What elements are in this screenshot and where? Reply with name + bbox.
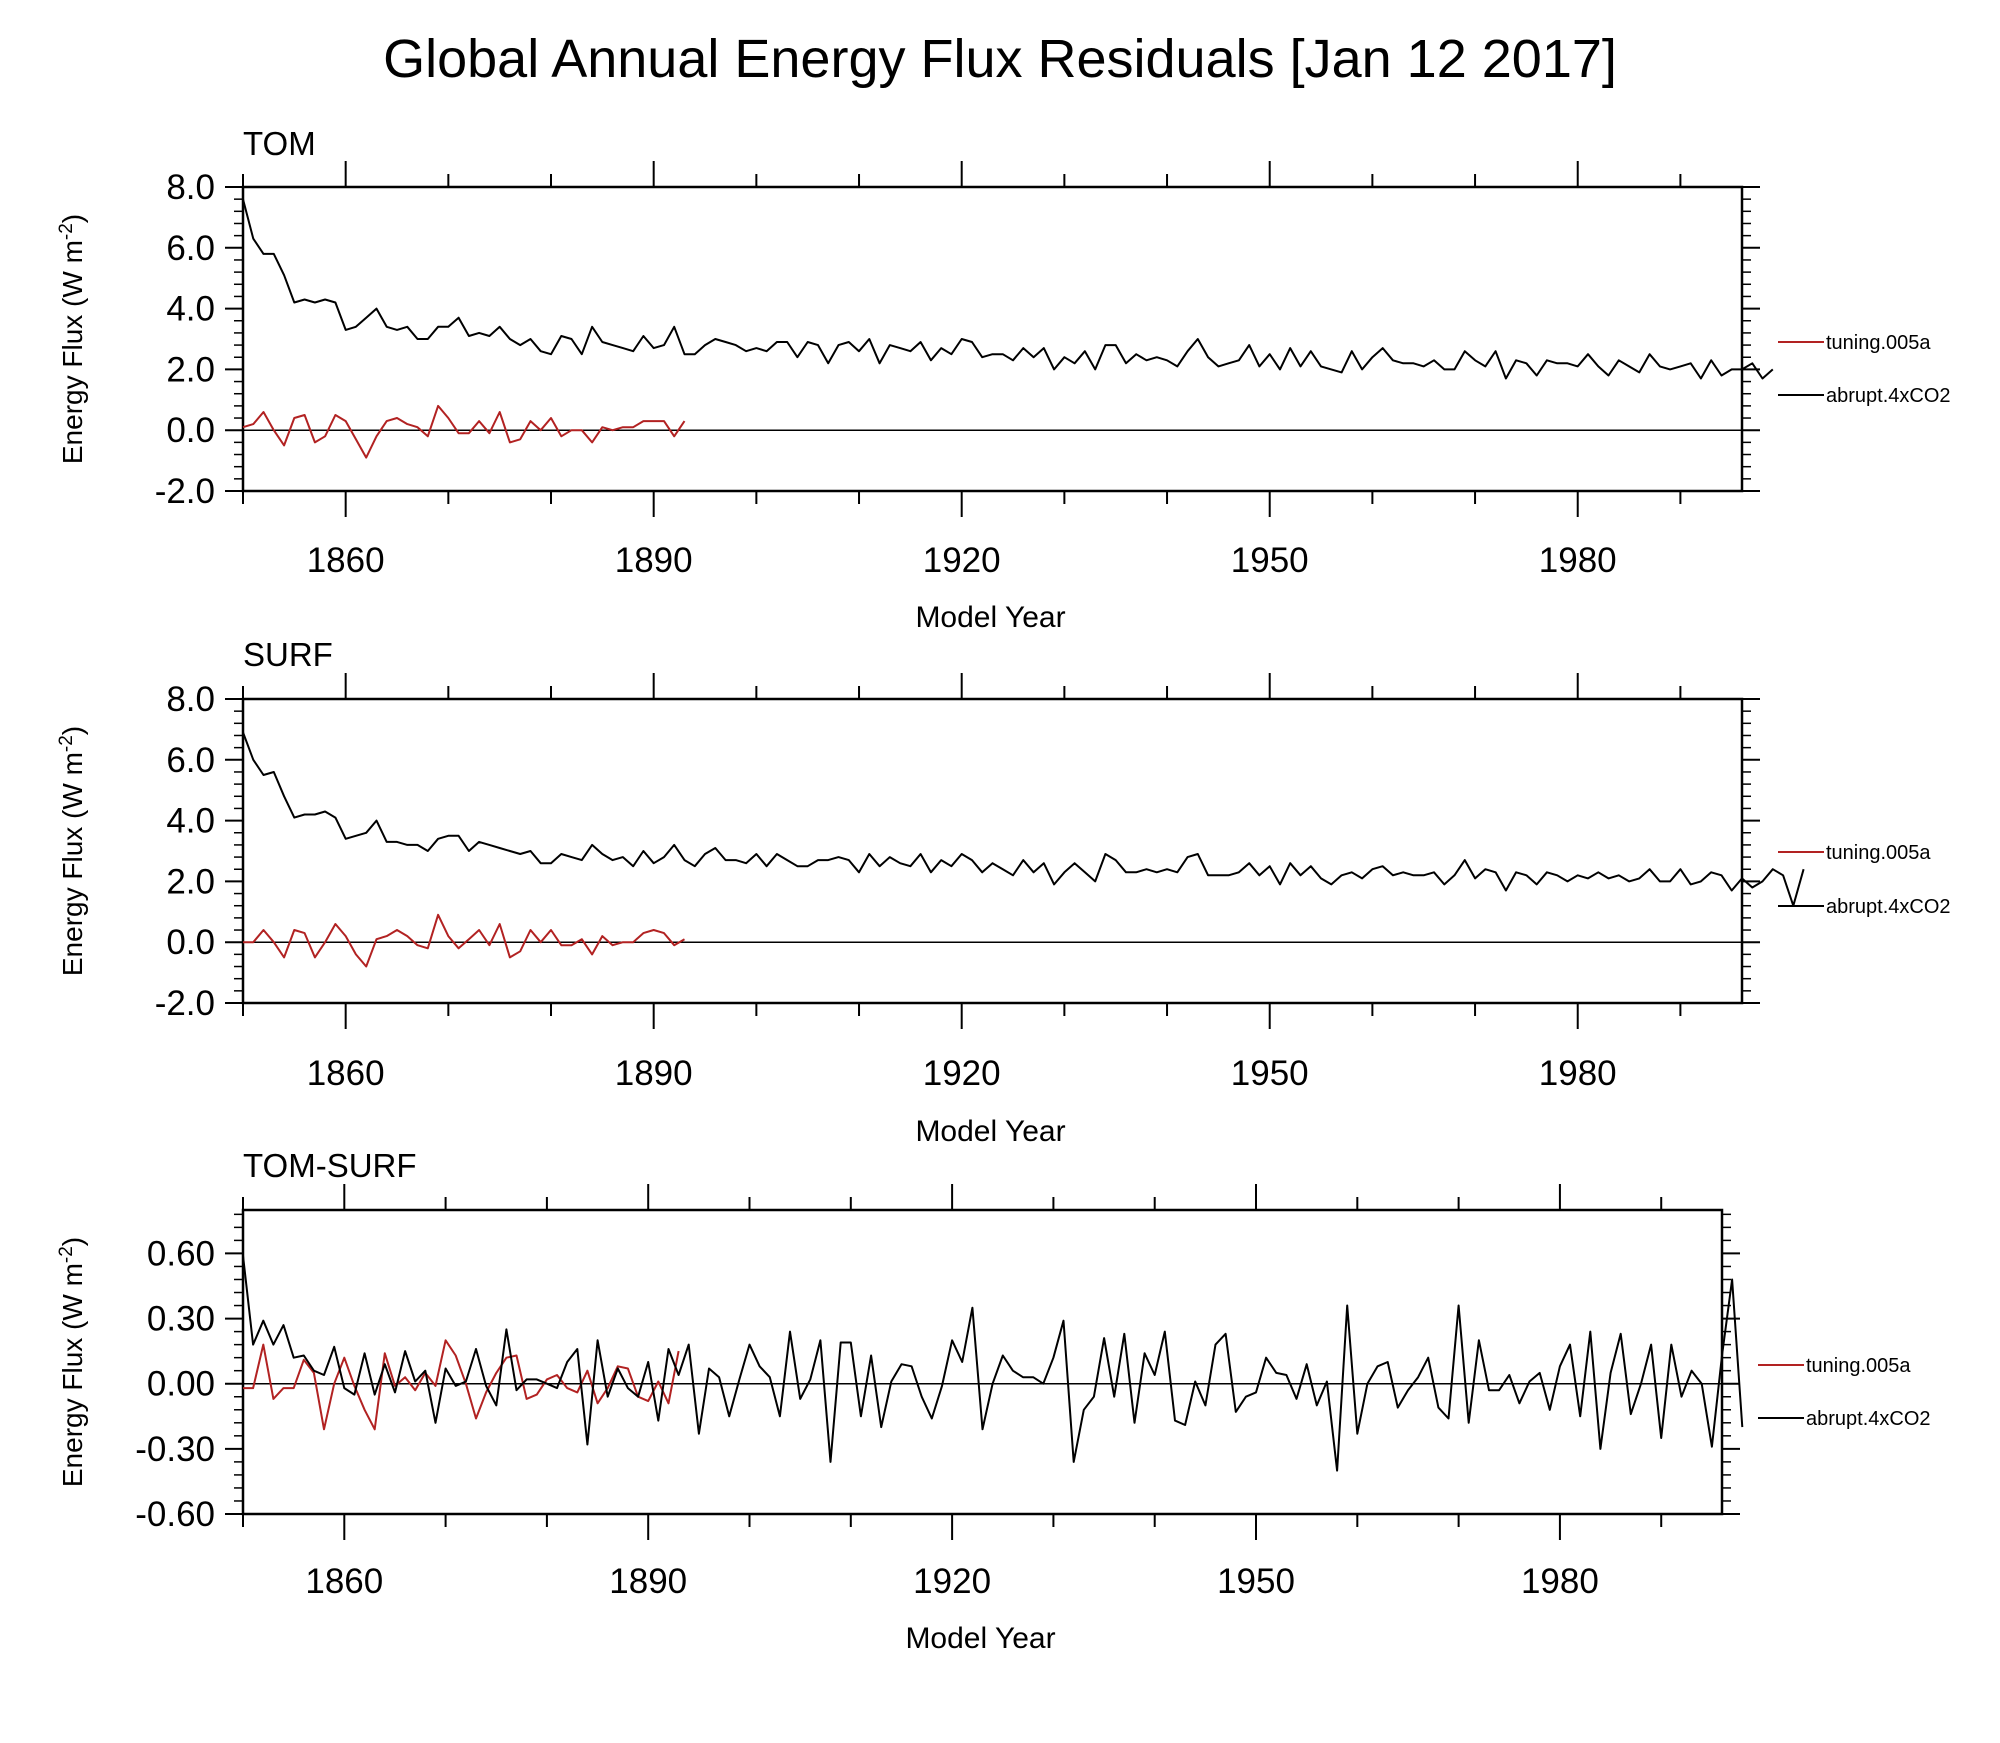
y-tick-label: 4.0 <box>166 290 215 329</box>
legend-label: abrupt.4xCO2 <box>1826 385 1951 407</box>
x-axis-label: Model Year <box>915 601 1065 634</box>
series-line-abrupt-4xco2 <box>242 1255 1744 1472</box>
y-tick-label: 0.0 <box>166 923 215 962</box>
series-line-tuning-005a <box>243 913 686 968</box>
panel-tom: TOM 1860 1890 1920 1950 1980 -2.0 0.0 2.0 4.0 6.0 8… <box>56 125 1951 634</box>
series-line-tuning-005a <box>242 404 686 459</box>
series-line-tuning-005a <box>243 1339 680 1431</box>
x-tick-label: 1890 <box>609 1562 687 1601</box>
x-axis-label: Model Year <box>915 1115 1065 1148</box>
x-tick-label: 1950 <box>1217 1562 1295 1601</box>
x-axis-label: Model Year <box>905 1622 1055 1655</box>
plot-frame <box>241 185 1744 493</box>
panel-tom-surf: TOM-SURF 1860 1890 1920 1950 1980 -0.60 -0.30 0.… <box>56 1147 1931 1655</box>
y-tick-label: 4.0 <box>166 802 215 841</box>
y-axis-label: Energy Flux (W m-2) <box>56 214 88 464</box>
legend-label: tuning.005a <box>1826 842 1931 864</box>
series-line-abrupt-4xco2 <box>242 732 1805 907</box>
y-tick-label: 0.30 <box>147 1300 215 1339</box>
x-tick-label: 1920 <box>923 541 1001 580</box>
series-line-abrupt-4xco2 <box>242 198 1774 380</box>
y-tick-label: 2.0 <box>166 350 215 389</box>
legend-label: tuning.005a <box>1826 332 1931 354</box>
y-tick-label: 0.60 <box>147 1234 215 1273</box>
y-tick-label: -0.60 <box>135 1495 215 1534</box>
y-tick-label: 0.0 <box>166 411 215 450</box>
x-tick-label: 1890 <box>615 541 693 580</box>
y-tick-label: -2.0 <box>155 472 215 511</box>
x-tick-label: 1920 <box>923 1054 1001 1093</box>
x-tick-label: 1860 <box>305 1562 383 1601</box>
y-tick-label: 0.00 <box>147 1365 215 1404</box>
y-tick-label: -2.0 <box>155 984 215 1023</box>
x-tick-label: 1890 <box>615 1054 693 1093</box>
legend-label: abrupt.4xCO2 <box>1806 1408 1931 1430</box>
y-tick-label: -0.30 <box>135 1430 215 1469</box>
x-tick-label: 1920 <box>913 1562 991 1601</box>
y-tick-label: 6.0 <box>166 741 215 780</box>
y-tick-label: 8.0 <box>166 680 215 719</box>
y-tick-label: 2.0 <box>166 862 215 901</box>
y-axis-label: Energy Flux (W m-2) <box>56 1237 88 1487</box>
y-axis-label: Energy Flux (W m-2) <box>56 726 88 976</box>
x-tick-label: 1860 <box>307 1054 385 1093</box>
panel-label: TOM-SURF <box>243 1147 417 1184</box>
plot-frame <box>241 697 1744 1005</box>
x-tick-label: 1950 <box>1231 541 1309 580</box>
panel-label: SURF <box>243 636 333 673</box>
x-tick-label: 1980 <box>1521 1562 1599 1601</box>
legend-label: tuning.005a <box>1806 1355 1911 1377</box>
x-tick-label: 1980 <box>1539 1054 1617 1093</box>
x-tick-label: 1950 <box>1231 1054 1309 1093</box>
x-tick-label: 1860 <box>307 541 385 580</box>
plot-frame <box>241 1208 1724 1516</box>
x-tick-label: 1980 <box>1539 541 1617 580</box>
y-tick-label: 6.0 <box>166 229 215 268</box>
y-tick-label: 8.0 <box>166 168 215 207</box>
panel-surf: SURF 1860 1890 1920 1950 1980 -2.0 0.0 2.0 4.0 6.0… <box>56 636 1951 1148</box>
legend-label: abrupt.4xCO2 <box>1826 896 1951 918</box>
chart-title: Global Annual Energy Flux Residuals [Jan… <box>383 29 1617 89</box>
panel-label: TOM <box>243 125 316 162</box>
